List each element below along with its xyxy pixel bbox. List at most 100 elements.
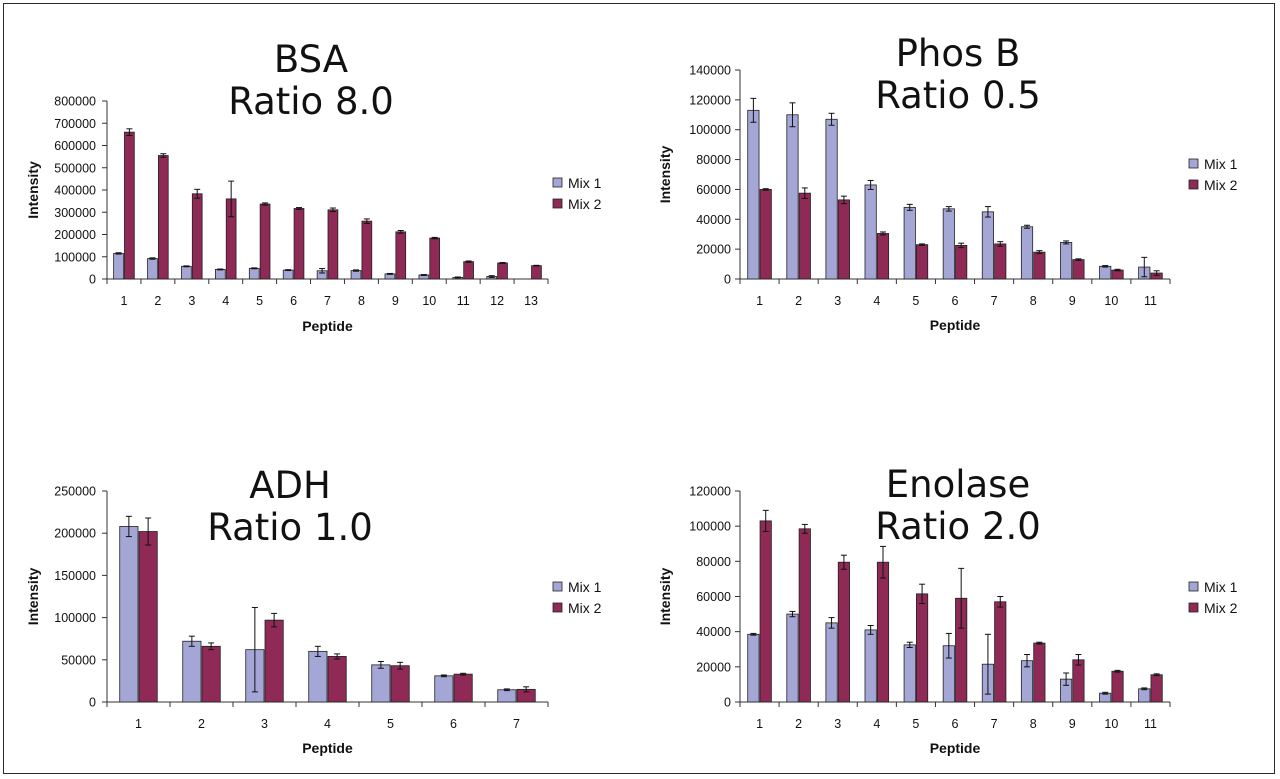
chart-title: Phos B	[896, 32, 1021, 75]
legend-swatch	[1188, 581, 1199, 592]
x-tick-label: 3	[261, 717, 268, 731]
legend-label: Mix 1	[568, 175, 602, 191]
bar-mix-1	[747, 109, 760, 280]
legend-swatch	[552, 581, 563, 592]
bar-mix-1	[308, 650, 328, 703]
y-tick-label: 60000	[696, 590, 731, 604]
x-tick-label: 7	[324, 294, 331, 308]
y-tick-label: 40000	[696, 213, 731, 227]
bar-mix-2	[1111, 269, 1124, 280]
bar-mix-1	[786, 613, 799, 703]
bar-mix-2	[916, 244, 929, 280]
bar-mix-1	[282, 269, 294, 280]
bar-mix-2	[191, 193, 203, 280]
x-axis-label: Peptide	[930, 317, 981, 333]
y-tick-label: 300000	[54, 206, 96, 220]
bar-mix-1	[1020, 226, 1034, 280]
figure-frame	[3, 3, 1275, 774]
chart-subtitle: Ratio 0.5	[875, 74, 1041, 117]
legend-label: Mix 1	[568, 579, 602, 595]
y-tick-label: 80000	[696, 153, 731, 167]
bar-mix-2	[876, 561, 890, 703]
y-tick-label: 100000	[689, 123, 731, 137]
chart-title: BSA	[274, 38, 348, 81]
bar-mix-2	[798, 528, 811, 703]
bar-mix-1	[903, 206, 916, 280]
y-tick-label: 100000	[54, 250, 96, 264]
bar-mix-2	[759, 520, 772, 703]
y-tick-label: 60000	[696, 183, 731, 197]
bar-mix-2	[293, 208, 305, 280]
y-tick-label: 800000	[54, 95, 96, 109]
bar-mix-1	[1099, 265, 1112, 280]
bar-mix-2	[463, 261, 474, 280]
x-tick-label: 8	[1030, 717, 1037, 731]
x-tick-label: 2	[795, 717, 802, 731]
chart-title: Enolase	[886, 463, 1030, 506]
x-tick-label: 5	[912, 717, 919, 731]
chart-subtitle: Ratio 1.0	[207, 506, 373, 549]
bar-mix-2	[1150, 674, 1163, 703]
y-tick-label: 100000	[54, 611, 96, 625]
bar-mix-1	[864, 184, 877, 280]
bar-mix-1	[371, 664, 391, 703]
bar-mix-2	[1072, 659, 1085, 703]
x-tick-label: 2	[154, 294, 161, 308]
bar-mix-2	[798, 192, 811, 280]
bar-mix-1	[119, 526, 139, 703]
y-axis-label: Intensity	[657, 146, 673, 204]
x-tick-label: 1	[756, 294, 763, 308]
bar-mix-1	[182, 640, 202, 703]
y-tick-label: 400000	[54, 184, 96, 198]
bar-mix-2	[259, 203, 271, 280]
y-tick-label: 40000	[696, 625, 731, 639]
bar-mix-1	[981, 211, 994, 280]
bar-mix-1	[214, 269, 226, 280]
x-tick-label: 7	[991, 717, 998, 731]
x-tick-label: 11	[1144, 717, 1157, 731]
y-tick-label: 0	[89, 273, 96, 287]
y-tick-label: 200000	[54, 228, 96, 242]
bar-mix-2	[201, 645, 221, 703]
bar-mix-1	[825, 118, 838, 280]
bar-mix-2	[157, 155, 169, 280]
bar-mix-1	[825, 622, 838, 703]
bar-mix-2	[497, 262, 508, 280]
x-tick-label: 7	[991, 294, 998, 308]
y-tick-label: 0	[89, 696, 96, 710]
y-tick-label: 0	[724, 273, 731, 287]
y-axis-label: Intensity	[25, 161, 41, 219]
x-tick-label: 6	[450, 717, 457, 731]
bar-mix-2	[138, 531, 158, 703]
bar-mix-1	[747, 633, 760, 703]
x-tick-label: 8	[358, 294, 365, 308]
bar-mix-2	[1033, 642, 1046, 703]
y-tick-label: 120000	[689, 485, 731, 499]
x-tick-label: 5	[256, 294, 263, 308]
bar-mix-1	[942, 208, 955, 280]
x-tick-label: 8	[1030, 294, 1037, 308]
x-tick-label: 11	[1144, 294, 1157, 308]
bar-mix-2	[1111, 670, 1124, 703]
y-tick-label: 600000	[54, 139, 96, 153]
bar-mix-2	[531, 265, 542, 280]
bar-mix-1	[434, 675, 454, 703]
chart-subtitle: Ratio 8.0	[228, 80, 394, 123]
y-tick-label: 20000	[696, 660, 731, 674]
bar-mix-2	[759, 189, 772, 280]
x-tick-label: 10	[422, 294, 436, 308]
y-tick-label: 200000	[54, 527, 96, 541]
legend-label: Mix 2	[568, 196, 602, 212]
bar-mix-2	[994, 243, 1007, 280]
y-axis-label: Intensity	[657, 568, 673, 626]
y-tick-label: 140000	[689, 64, 731, 78]
y-tick-label: 50000	[61, 653, 96, 667]
bar-mix-2	[837, 561, 850, 703]
x-tick-label: 4	[324, 717, 331, 731]
chart-subtitle: Ratio 2.0	[875, 505, 1041, 548]
bar-mix-2	[124, 131, 135, 280]
bar-mix-2	[264, 619, 284, 703]
bar-mix-1	[248, 267, 260, 280]
x-tick-label: 2	[198, 717, 205, 731]
legend-swatch	[1188, 158, 1199, 169]
